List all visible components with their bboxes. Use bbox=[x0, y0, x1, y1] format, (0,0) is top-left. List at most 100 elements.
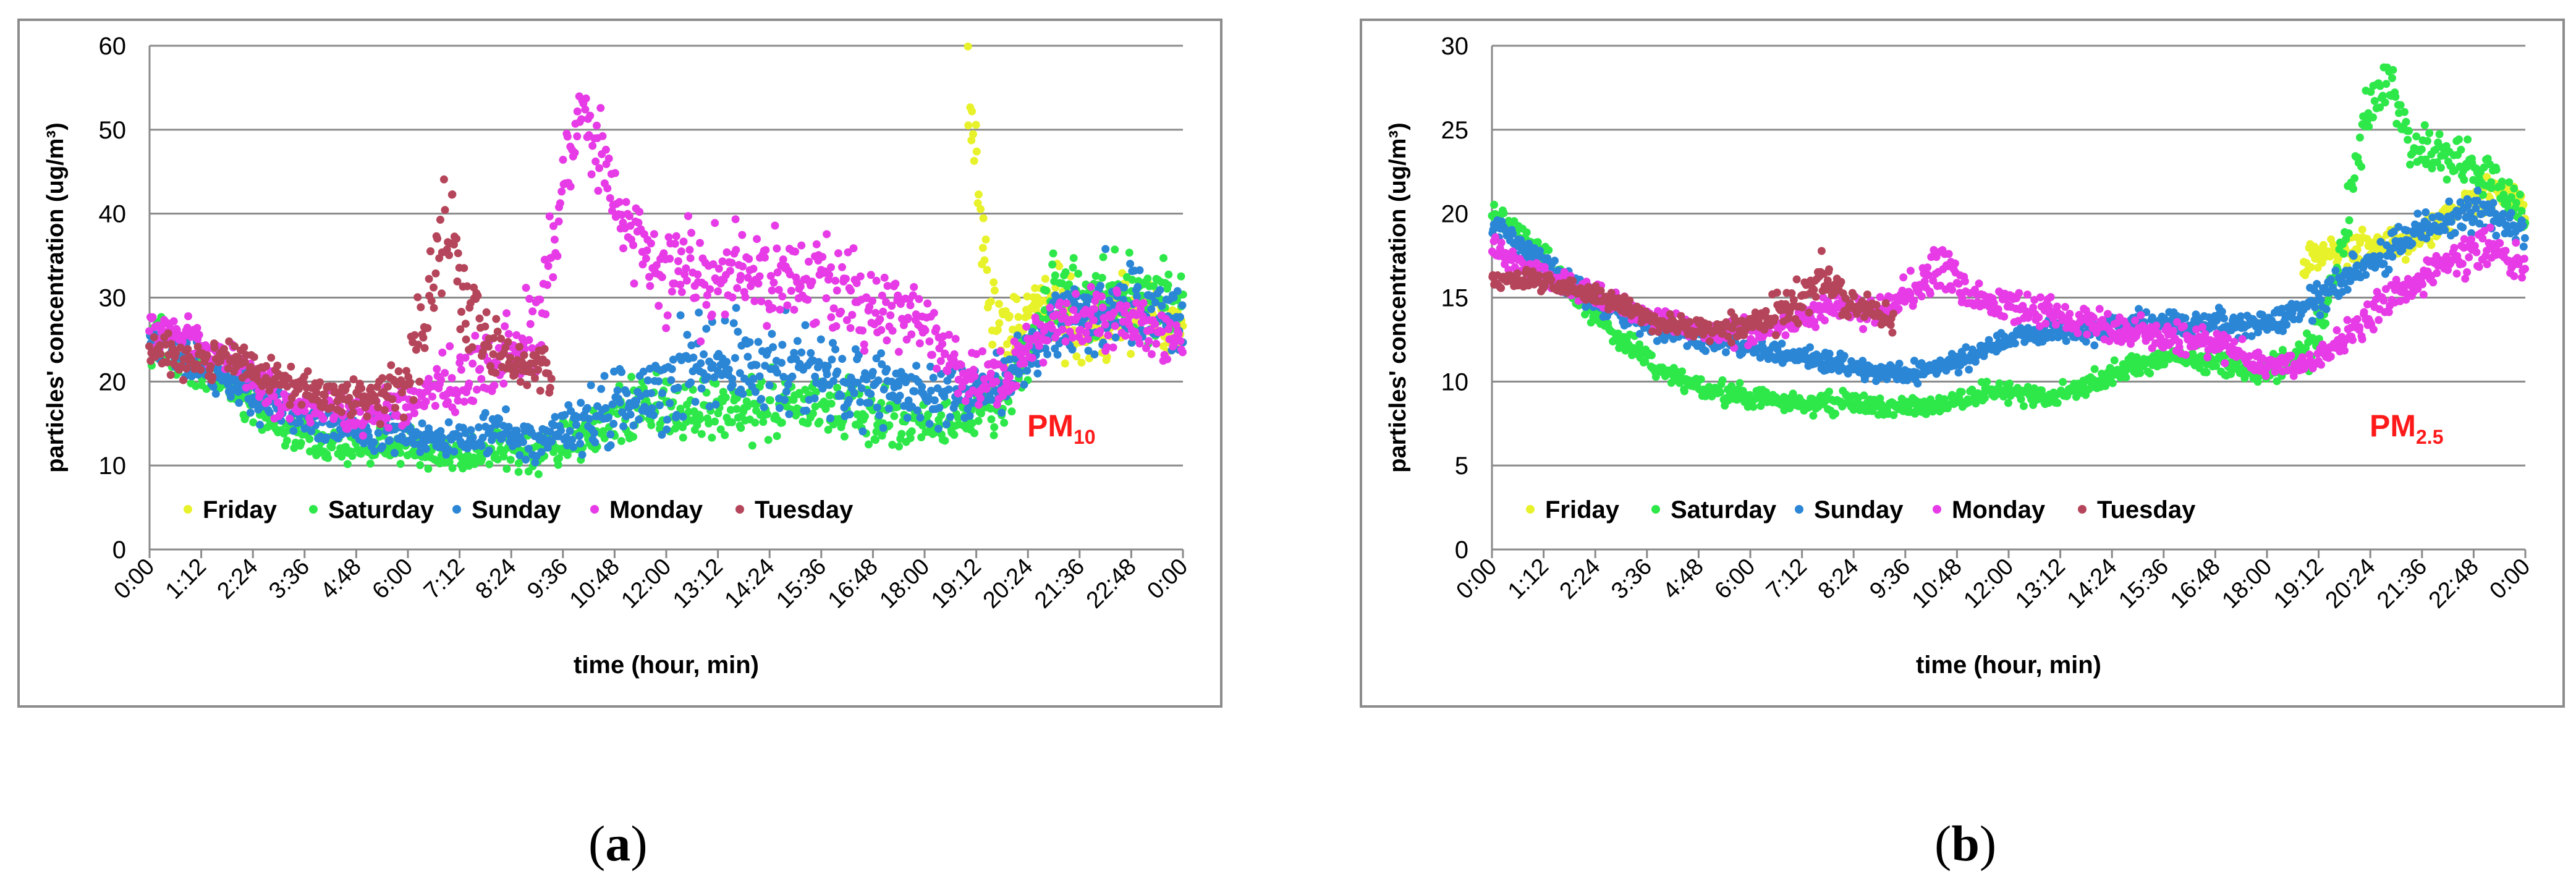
data-point bbox=[837, 391, 845, 400]
x-tick-label: 12:00 bbox=[1959, 554, 2019, 614]
data-point bbox=[658, 430, 666, 439]
data-point bbox=[773, 368, 781, 377]
data-point bbox=[1096, 326, 1104, 335]
data-point bbox=[2010, 339, 2019, 348]
data-point bbox=[619, 244, 627, 253]
legend-label-saturday: Saturday bbox=[328, 496, 434, 524]
x-tick-label: 8:24 bbox=[1813, 554, 1864, 604]
series-saturday bbox=[1488, 63, 2530, 420]
data-point bbox=[745, 388, 753, 397]
data-point bbox=[778, 341, 787, 349]
data-point bbox=[722, 248, 731, 257]
data-point bbox=[833, 286, 841, 295]
data-point bbox=[269, 392, 278, 401]
data-point bbox=[546, 384, 554, 392]
data-point bbox=[1678, 367, 1687, 376]
data-point bbox=[519, 438, 527, 446]
data-point bbox=[812, 388, 820, 396]
data-point bbox=[2405, 127, 2413, 135]
data-point bbox=[674, 383, 682, 392]
data-point bbox=[1727, 382, 1736, 390]
data-point bbox=[834, 249, 842, 258]
data-point bbox=[728, 381, 737, 389]
data-point bbox=[615, 198, 624, 206]
data-point bbox=[706, 285, 714, 294]
data-point bbox=[599, 427, 608, 435]
data-point bbox=[1069, 333, 1077, 342]
data-point bbox=[1842, 391, 1850, 400]
data-point bbox=[1825, 388, 1833, 396]
data-point bbox=[1082, 328, 1090, 337]
data-point bbox=[888, 302, 896, 310]
data-point bbox=[193, 324, 201, 333]
data-point bbox=[904, 396, 913, 405]
data-point bbox=[969, 365, 978, 374]
data-point bbox=[958, 383, 967, 391]
data-point bbox=[164, 329, 172, 337]
data-point bbox=[659, 249, 668, 258]
data-point bbox=[774, 286, 783, 294]
data-point bbox=[2443, 176, 2451, 184]
data-point bbox=[1533, 238, 1542, 247]
data-point bbox=[417, 303, 425, 312]
data-point bbox=[2366, 88, 2375, 96]
data-point bbox=[714, 265, 723, 273]
data-point bbox=[391, 404, 400, 412]
data-point bbox=[2090, 365, 2099, 373]
data-point bbox=[606, 441, 615, 449]
data-point bbox=[691, 397, 700, 406]
data-point bbox=[949, 356, 958, 365]
data-point bbox=[256, 420, 264, 429]
data-point bbox=[697, 384, 706, 392]
legend-marker-saturday bbox=[309, 505, 318, 514]
data-point bbox=[779, 373, 788, 381]
data-point bbox=[733, 284, 742, 292]
data-point bbox=[549, 273, 557, 281]
data-point bbox=[1049, 249, 1057, 258]
data-point bbox=[674, 267, 683, 276]
data-point bbox=[427, 297, 436, 305]
data-point bbox=[643, 246, 651, 255]
data-point bbox=[2273, 377, 2281, 386]
data-point bbox=[197, 366, 205, 374]
data-point bbox=[2212, 362, 2221, 370]
data-point bbox=[247, 363, 255, 371]
data-point bbox=[824, 425, 833, 434]
data-point bbox=[850, 389, 858, 397]
data-point bbox=[1028, 354, 1036, 362]
data-point bbox=[750, 297, 759, 305]
data-point bbox=[587, 170, 596, 179]
data-point bbox=[2516, 190, 2524, 199]
data-point bbox=[685, 245, 694, 254]
data-point bbox=[2391, 93, 2400, 101]
data-point bbox=[425, 375, 433, 383]
data-point bbox=[768, 286, 776, 295]
data-point bbox=[674, 257, 682, 265]
data-point bbox=[2017, 395, 2025, 404]
data-point bbox=[638, 260, 647, 269]
data-point bbox=[150, 333, 158, 342]
data-point bbox=[1809, 412, 1818, 420]
data-point bbox=[544, 261, 553, 270]
data-point bbox=[550, 235, 559, 244]
data-point bbox=[453, 277, 462, 286]
data-point bbox=[1042, 286, 1051, 295]
data-point bbox=[1122, 302, 1131, 310]
data-point bbox=[431, 402, 439, 410]
data-point bbox=[926, 386, 935, 395]
data-point bbox=[1525, 239, 1533, 248]
data-point bbox=[703, 291, 711, 300]
data-point bbox=[415, 430, 424, 439]
data-point bbox=[1006, 373, 1014, 381]
data-point bbox=[761, 253, 769, 262]
data-point bbox=[554, 217, 563, 226]
data-point bbox=[514, 468, 523, 476]
data-point bbox=[370, 447, 378, 456]
data-point bbox=[754, 279, 763, 288]
data-point bbox=[890, 412, 899, 420]
data-point bbox=[619, 422, 628, 431]
data-point bbox=[2048, 333, 2056, 342]
data-point bbox=[267, 354, 276, 362]
data-point bbox=[374, 403, 382, 412]
